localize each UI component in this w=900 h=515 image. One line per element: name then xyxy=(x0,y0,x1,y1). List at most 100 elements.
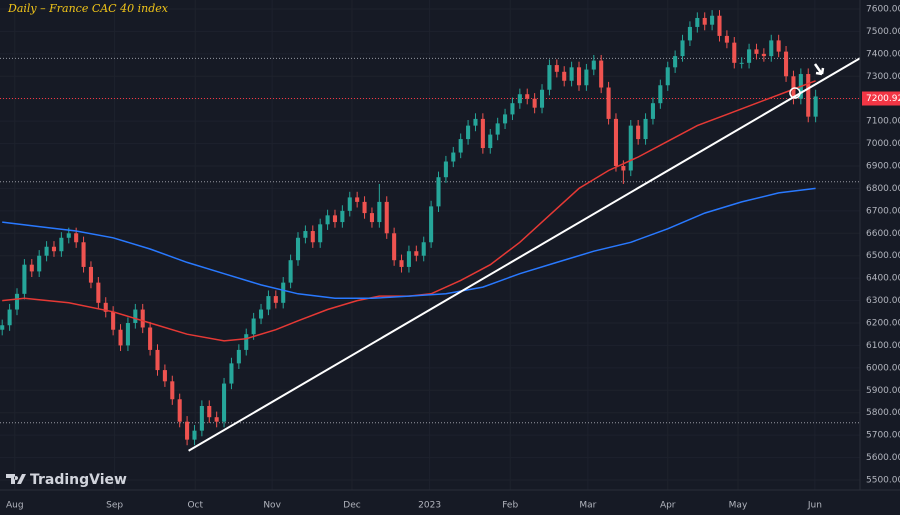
candle-body xyxy=(680,40,685,57)
y-tick-label: 6000.00 xyxy=(866,363,900,373)
y-tick-label: 7300.00 xyxy=(866,72,900,82)
candle-body xyxy=(584,69,589,86)
candle-body xyxy=(414,251,419,256)
candle-body xyxy=(710,15,715,25)
x-tick-label: Apr xyxy=(660,501,676,511)
y-tick-label: 5700.00 xyxy=(866,431,900,441)
candle-body xyxy=(769,40,774,57)
candle-body xyxy=(761,53,766,57)
candle-body xyxy=(562,71,567,81)
candle-body xyxy=(288,260,293,283)
candle-body xyxy=(510,103,515,115)
candle-body xyxy=(576,67,582,86)
last-price-box xyxy=(862,91,900,106)
x-tick-label: Dec xyxy=(343,501,360,511)
candle-body xyxy=(650,103,655,119)
candle-body xyxy=(717,15,722,36)
chart-title: Daily – France CAC 40 index xyxy=(7,2,169,15)
candle-body xyxy=(539,89,545,108)
candle-body xyxy=(392,233,397,261)
candle-body xyxy=(22,264,27,294)
plot-area xyxy=(0,10,861,452)
x-tick-label: Aug xyxy=(6,501,24,511)
y-tick-label: 6900.00 xyxy=(866,162,900,172)
candle-body xyxy=(74,233,79,243)
candle-body xyxy=(244,334,249,350)
y-tick-label: 5800.00 xyxy=(866,408,900,418)
candle-body xyxy=(44,246,49,256)
candle-body xyxy=(88,266,93,283)
x-tick-label: Sep xyxy=(106,501,123,511)
y-tick-label: 6800.00 xyxy=(866,184,900,194)
candle-body xyxy=(229,363,234,384)
candle-body xyxy=(170,381,175,400)
candle-body xyxy=(214,417,219,422)
candle-body xyxy=(673,56,678,68)
candle-body xyxy=(155,349,160,371)
candle-body xyxy=(384,201,389,234)
candle-body xyxy=(177,399,182,422)
candle-body xyxy=(133,309,138,323)
candle-body xyxy=(162,370,167,382)
candle-body xyxy=(369,213,374,223)
candle-body xyxy=(14,293,20,310)
y-tick-label: 6600.00 xyxy=(866,229,900,239)
x-tick-label: 2023 xyxy=(418,501,441,511)
arrow xyxy=(813,63,825,76)
y-tick-label: 7500.00 xyxy=(866,27,900,37)
candle-body xyxy=(340,210,345,223)
candle-body xyxy=(621,166,626,171)
logo: TradingView xyxy=(6,472,127,488)
highlight-circle xyxy=(789,87,801,99)
candle-body xyxy=(813,96,818,117)
candle-body xyxy=(754,49,759,54)
candle-body xyxy=(806,74,811,117)
candle-body xyxy=(724,35,729,43)
y-tick-label: 6500.00 xyxy=(866,251,900,261)
line-series xyxy=(188,57,861,452)
candle-body xyxy=(251,318,256,335)
candle-body xyxy=(732,42,737,63)
candle-body xyxy=(273,296,278,303)
candle-body xyxy=(532,98,537,108)
y-tick-label: 5600.00 xyxy=(866,453,900,463)
candle-body xyxy=(473,118,478,126)
candle-body xyxy=(613,118,619,166)
candle-body xyxy=(687,26,692,41)
candle-body xyxy=(458,139,463,153)
candle-body xyxy=(658,85,663,104)
candle-body xyxy=(436,177,441,207)
candle-body xyxy=(192,430,197,440)
candle-body xyxy=(495,123,500,135)
candle-body xyxy=(695,17,700,27)
candle-body xyxy=(606,87,611,119)
candle-body xyxy=(37,255,42,272)
candle-body xyxy=(318,224,323,243)
candle-body xyxy=(628,125,633,171)
candle-body xyxy=(0,325,5,330)
candle-body xyxy=(665,67,670,86)
candle-body xyxy=(554,65,559,72)
candle-body xyxy=(51,246,57,252)
candle-body xyxy=(281,282,286,303)
candle-body xyxy=(332,215,338,223)
candle-body xyxy=(599,60,604,88)
x-tick-label: Oct xyxy=(187,501,203,511)
candle-body xyxy=(488,134,493,149)
x-tick-label: Mar xyxy=(579,501,596,511)
candle-body xyxy=(643,118,648,140)
y-tick-label: 6300.00 xyxy=(866,296,900,306)
candle-body xyxy=(29,264,34,272)
candle-body xyxy=(503,114,508,124)
candle-body xyxy=(96,282,101,303)
candle-body xyxy=(443,161,448,178)
candle-body xyxy=(199,405,204,431)
y-tick-label: 6200.00 xyxy=(866,319,900,329)
candle-body xyxy=(399,260,404,267)
candle-body xyxy=(525,94,530,99)
candle-body xyxy=(547,65,552,90)
x-tick-label: Feb xyxy=(502,501,518,511)
